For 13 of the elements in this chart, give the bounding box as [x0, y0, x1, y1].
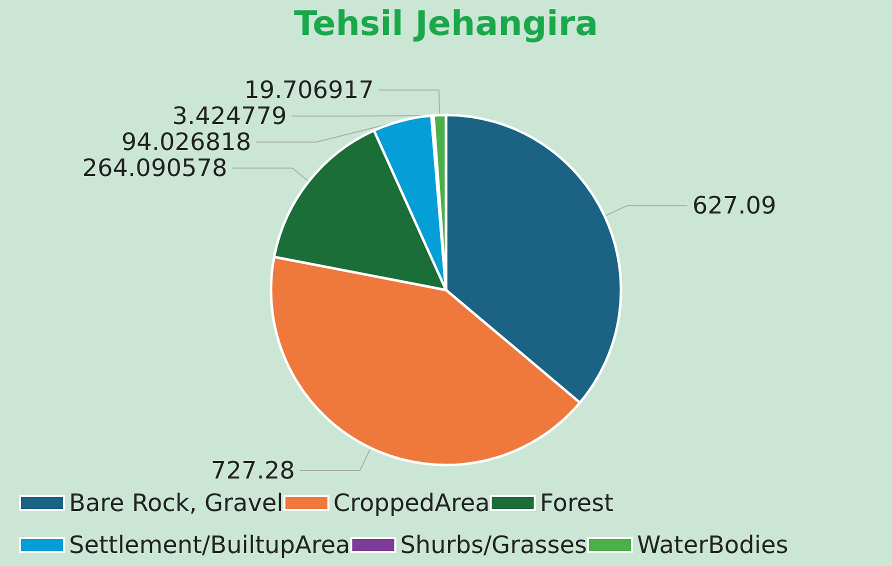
data-label: 264.090578	[82, 154, 228, 182]
legend-label: Settlement/BuiltupArea	[69, 531, 350, 559]
legend-label: WaterBodies	[637, 531, 788, 559]
data-label: 627.09	[692, 192, 776, 220]
data-label: 727.28	[210, 456, 295, 485]
chart-title: Tehsil Jehangira	[294, 4, 598, 44]
legend-label: Shurbs/Grasses	[400, 531, 587, 559]
data-label: 19.706917	[244, 76, 374, 104]
data-label: 94.026818	[121, 128, 252, 156]
legend-label: CroppedArea	[333, 489, 490, 517]
legend-label: Forest	[540, 489, 614, 517]
data-label: 3.424779	[172, 102, 287, 130]
legend-label: Bare Rock, Gravel	[69, 489, 284, 517]
